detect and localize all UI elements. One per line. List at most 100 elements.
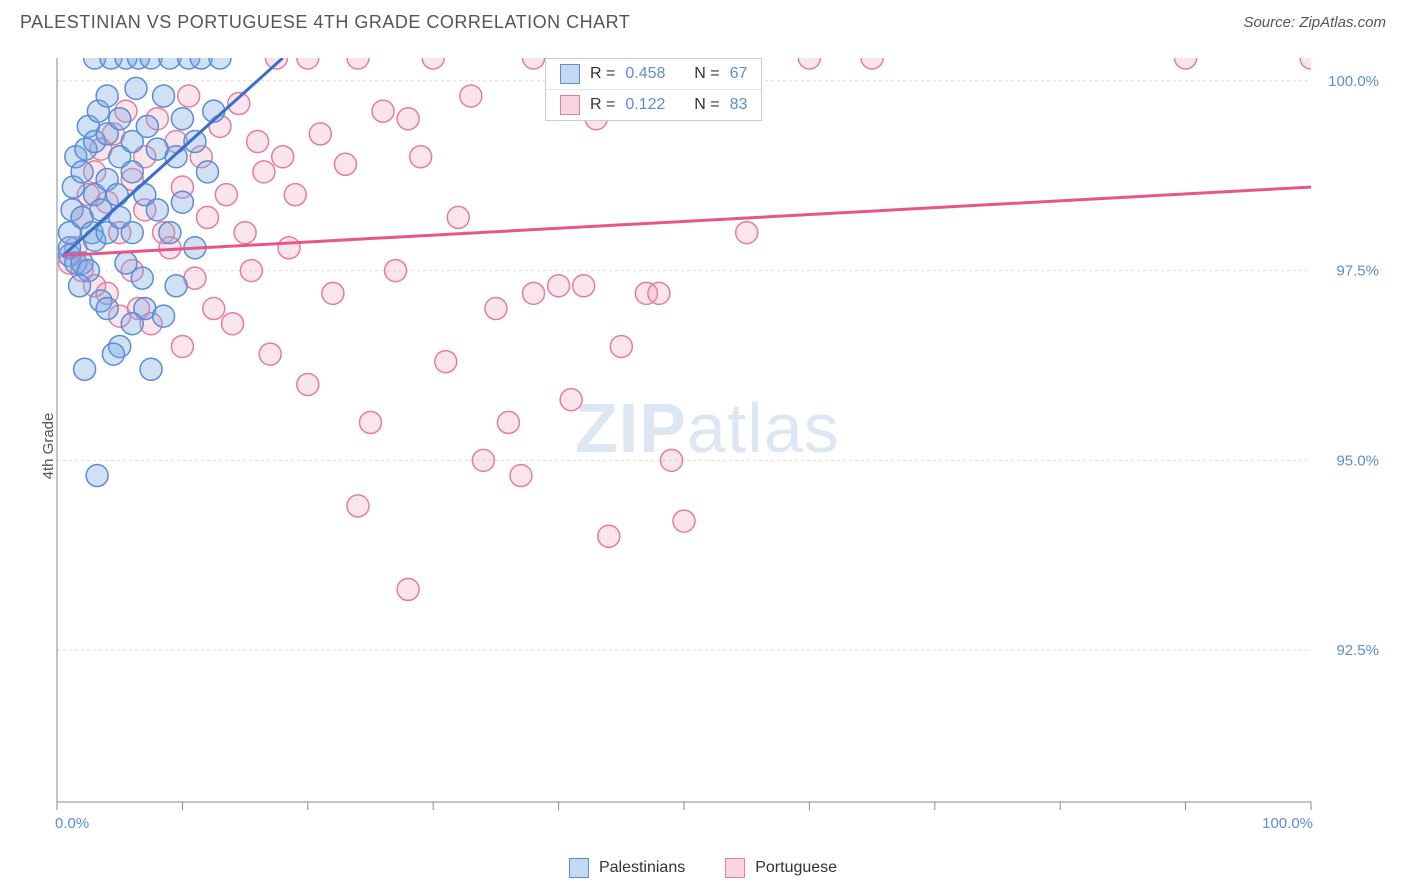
data-point bbox=[598, 525, 620, 547]
y-tick-label: 95.0% bbox=[1336, 452, 1379, 469]
legend-swatch bbox=[560, 95, 580, 115]
r-value: 0.122 bbox=[625, 96, 665, 114]
data-point bbox=[548, 275, 570, 297]
data-point bbox=[136, 115, 158, 137]
stats-legend-row: R = 0.458 N = 67 bbox=[546, 59, 761, 89]
data-point bbox=[278, 237, 300, 259]
data-point bbox=[485, 298, 507, 320]
chart-source: Source: ZipAtlas.com bbox=[1243, 14, 1386, 31]
data-point bbox=[497, 411, 519, 433]
data-point bbox=[660, 449, 682, 471]
stats-legend: R = 0.458 N = 67 R = 0.122 N = 83 bbox=[545, 58, 762, 121]
data-point bbox=[121, 313, 143, 335]
y-tick-label: 92.5% bbox=[1336, 642, 1379, 659]
series-legend: Palestinians Portuguese bbox=[569, 858, 837, 878]
data-point bbox=[322, 282, 344, 304]
legend-swatch bbox=[725, 858, 745, 878]
data-point bbox=[165, 146, 187, 168]
data-point bbox=[573, 275, 595, 297]
n-label: N = bbox=[694, 65, 719, 83]
data-point bbox=[472, 449, 494, 471]
legend-label: Portuguese bbox=[755, 859, 837, 877]
data-point bbox=[196, 161, 218, 183]
data-point bbox=[253, 161, 275, 183]
x-tick-label-end: 100.0% bbox=[1262, 815, 1313, 832]
data-point bbox=[196, 206, 218, 228]
data-point bbox=[86, 465, 108, 487]
data-point bbox=[159, 222, 181, 244]
data-point bbox=[171, 191, 193, 213]
y-tick-label: 100.0% bbox=[1328, 73, 1379, 90]
data-point bbox=[610, 335, 632, 357]
data-point bbox=[798, 48, 820, 69]
data-point bbox=[523, 48, 545, 69]
trend-line bbox=[63, 187, 1311, 255]
data-point bbox=[96, 85, 118, 107]
data-point bbox=[153, 85, 175, 107]
data-point bbox=[347, 495, 369, 517]
n-value: 83 bbox=[730, 96, 748, 114]
data-point bbox=[460, 85, 482, 107]
r-value: 0.458 bbox=[625, 65, 665, 83]
data-point bbox=[69, 275, 91, 297]
legend-label: Palestinians bbox=[599, 859, 685, 877]
data-point bbox=[131, 267, 153, 289]
data-point bbox=[673, 510, 695, 532]
data-point bbox=[203, 298, 225, 320]
data-point bbox=[560, 389, 582, 411]
data-point bbox=[1300, 48, 1322, 69]
data-point bbox=[265, 48, 287, 69]
data-point bbox=[71, 161, 93, 183]
legend-swatch bbox=[560, 64, 580, 84]
data-point bbox=[297, 373, 319, 395]
data-point bbox=[447, 206, 469, 228]
data-point bbox=[410, 146, 432, 168]
legend-item: Palestinians bbox=[569, 858, 685, 878]
data-point bbox=[96, 298, 118, 320]
y-tick-label: 97.5% bbox=[1336, 263, 1379, 280]
data-point bbox=[106, 184, 128, 206]
data-point bbox=[372, 100, 394, 122]
data-point bbox=[736, 222, 758, 244]
data-point bbox=[153, 305, 175, 327]
n-label: N = bbox=[694, 96, 719, 114]
r-label: R = bbox=[590, 96, 615, 114]
chart-container: 100.0%97.5%95.0%92.5%0.0%100.0% ZIPatlas… bbox=[55, 48, 1386, 832]
data-point bbox=[184, 131, 206, 153]
data-point bbox=[247, 131, 269, 153]
data-point bbox=[102, 343, 124, 365]
data-point bbox=[240, 260, 262, 282]
data-point bbox=[209, 48, 231, 69]
data-point bbox=[422, 48, 444, 69]
legend-item: Portuguese bbox=[725, 858, 837, 878]
data-point bbox=[215, 184, 237, 206]
data-point bbox=[309, 123, 331, 145]
data-point bbox=[146, 199, 168, 221]
data-point bbox=[178, 85, 200, 107]
legend-swatch bbox=[569, 858, 589, 878]
data-point bbox=[435, 351, 457, 373]
data-point bbox=[171, 108, 193, 130]
data-point bbox=[74, 358, 96, 380]
data-point bbox=[125, 77, 147, 99]
r-label: R = bbox=[590, 65, 615, 83]
data-point bbox=[334, 153, 356, 175]
data-point bbox=[523, 282, 545, 304]
scatter-chart: 100.0%97.5%95.0%92.5%0.0%100.0% bbox=[55, 48, 1386, 832]
data-point bbox=[234, 222, 256, 244]
chart-title: PALESTINIAN VS PORTUGUESE 4TH GRADE CORR… bbox=[20, 12, 630, 33]
n-value: 67 bbox=[730, 65, 748, 83]
data-point bbox=[121, 161, 143, 183]
data-point bbox=[648, 282, 670, 304]
data-point bbox=[297, 48, 319, 69]
data-point bbox=[165, 275, 187, 297]
data-point bbox=[861, 48, 883, 69]
data-point bbox=[1175, 48, 1197, 69]
data-point bbox=[284, 184, 306, 206]
data-point bbox=[109, 108, 131, 130]
data-point bbox=[385, 260, 407, 282]
data-point bbox=[397, 578, 419, 600]
data-point bbox=[140, 358, 162, 380]
data-point bbox=[397, 108, 419, 130]
chart-header: PALESTINIAN VS PORTUGUESE 4TH GRADE CORR… bbox=[0, 0, 1406, 41]
